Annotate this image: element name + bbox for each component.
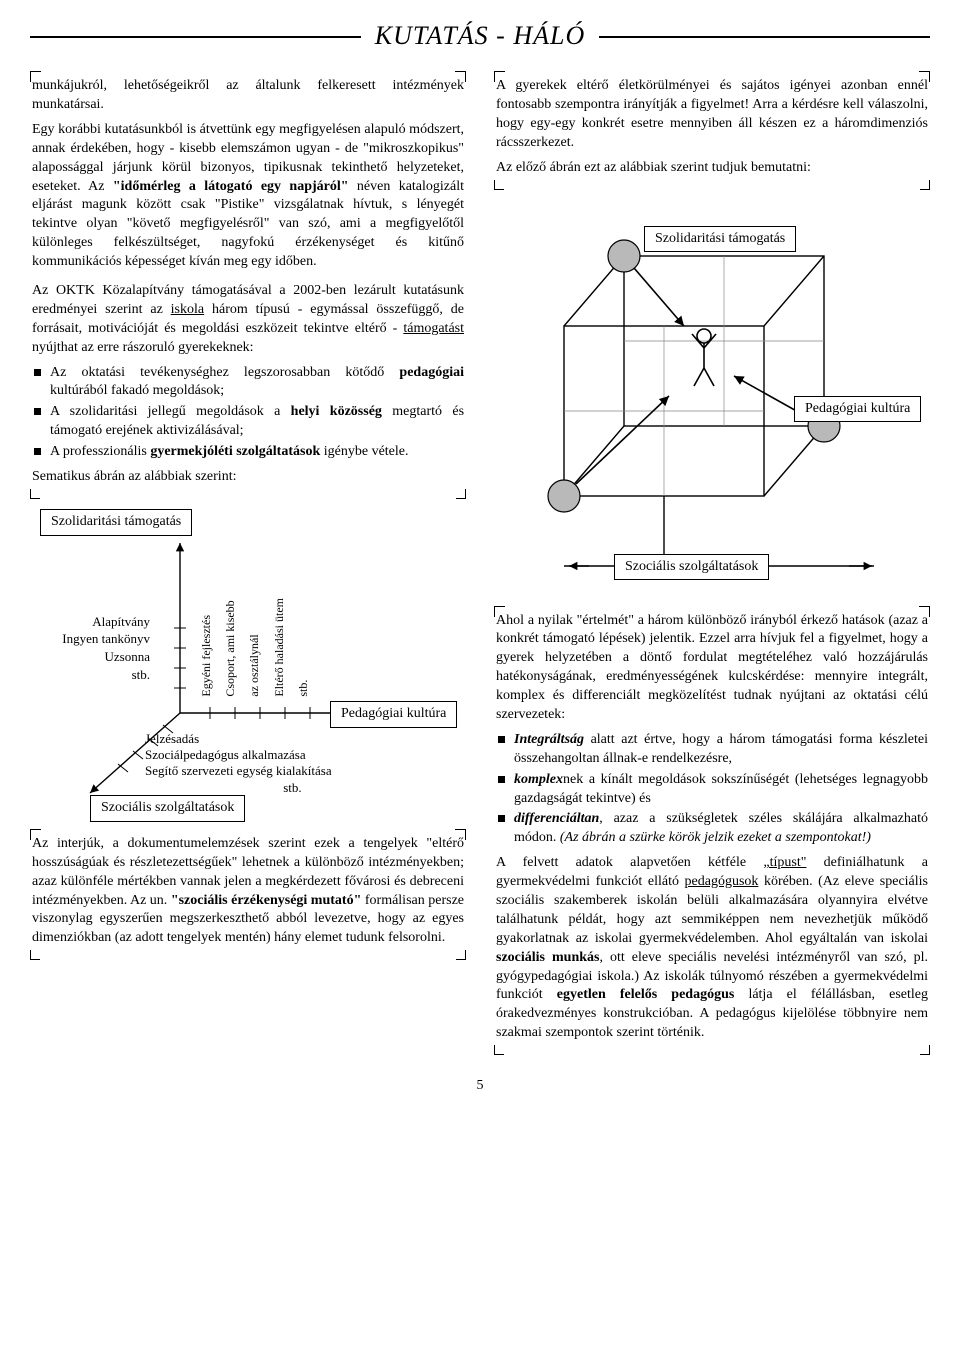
two-column-layout: munkájukról, lehetőségeikről az általunk… (30, 71, 930, 1055)
axis-items-diag: Jelzésadás Szociálpedagógus alkalmazása … (145, 731, 332, 796)
paragraph: Sematikus ábrán az alábbiak szerint: (32, 468, 464, 487)
bullet-list: Az oktatási tevékenységhez legszorosabba… (32, 364, 464, 462)
paragraph: Az OKTK Közalapítvány támogatásával a 20… (32, 282, 464, 358)
axis-label-top: Szolidaritási támogatás (40, 509, 192, 536)
text-block-4: Ahol a nyilak "értelmét" a három különbö… (494, 606, 930, 1056)
list-item: komplexnek a kínált megoldások sokszínűs… (496, 771, 928, 809)
schematic-axis-diagram: Szolidaritási támogatás Alapítvány Ingye… (30, 503, 466, 823)
paragraph: Ahol a nyilak "értelmét" a három különbö… (496, 612, 928, 725)
cube-label-top: Szolidaritási támogatás (644, 226, 796, 253)
axis-label-right: Pedagógiai kultúra (330, 701, 457, 728)
list-item: differenciáltan, azaz a szükségletek szé… (496, 810, 928, 848)
paragraph: munkájukról, lehetőségeikről az általunk… (32, 77, 464, 115)
page-number: 5 (30, 1077, 930, 1096)
list-item: Integráltság alatt azt értve, hogy a hár… (496, 731, 928, 769)
paragraph: Az interjúk, a dokumentumelemzések szeri… (32, 835, 464, 948)
axis-items-left: Alapítvány Ingyen tankönyv Uzsonna stb. (30, 613, 150, 683)
paragraph: Egy korábbi kutatásunkból is átvettünk e… (32, 121, 464, 272)
cube-diagram: Szolidaritási támogatás Pedagógiai kultú… (494, 196, 930, 606)
paragraph: Az előző ábrán ezt az alábbiak szerint t… (496, 159, 928, 178)
left-column: munkájukról, lehetőségeikről az általunk… (30, 71, 466, 1055)
list-item: Az oktatási tevékenységhez legszorosabba… (32, 364, 464, 402)
bullet-list: Integráltság alatt azt értve, hogy a hár… (496, 731, 928, 848)
axis-label-bottom: Szociális szolgáltatások (90, 795, 245, 822)
text-block-3: A gyerekek eltérő életkörülményei és saj… (494, 71, 930, 189)
list-item: A professzionális gyermekjóléti szolgált… (32, 443, 464, 462)
paragraph: A felvett adatok alapvetően kétféle „típ… (496, 854, 928, 1043)
list-item: A szolidaritási jellegű megoldások a hel… (32, 403, 464, 441)
text-block-1: munkájukról, lehetőségeikről az általunk… (30, 71, 466, 499)
cube-label-bottom: Szociális szolgáltatások (614, 554, 769, 581)
text-block-2: Az interjúk, a dokumentumelemzések szeri… (30, 829, 466, 960)
page-header: KUTATÁS - HÁLÓ (30, 18, 930, 53)
paragraph: A gyerekek eltérő életkörülményei és saj… (496, 77, 928, 153)
page-title: KUTATÁS - HÁLÓ (361, 18, 599, 53)
right-column: A gyerekek eltérő életkörülményei és saj… (494, 71, 930, 1055)
cube-label-right: Pedagógiai kultúra (794, 396, 921, 423)
